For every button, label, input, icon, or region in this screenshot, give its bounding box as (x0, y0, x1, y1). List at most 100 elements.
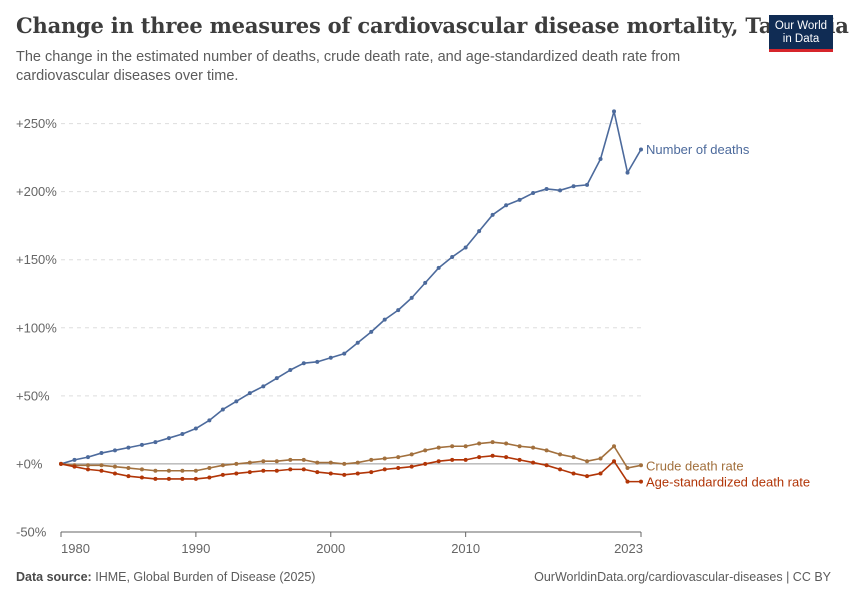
series-deaths (59, 109, 643, 466)
data-point (126, 445, 131, 450)
data-point (598, 471, 603, 476)
data-point (126, 466, 131, 471)
y-tick-label: +0% (16, 456, 43, 471)
data-point (261, 459, 266, 464)
owid-logo[interactable]: Our World in Data (769, 15, 833, 52)
data-point (301, 361, 306, 366)
data-point (342, 461, 347, 466)
data-point (382, 317, 387, 322)
data-point (558, 452, 563, 457)
x-tick-label: 2023 (614, 541, 643, 556)
data-point (99, 463, 104, 468)
data-point (436, 265, 441, 270)
data-point (531, 191, 536, 196)
data-point (288, 467, 293, 472)
data-point (517, 197, 522, 202)
data-point (598, 157, 603, 162)
data-point (450, 457, 455, 462)
data-point (247, 470, 252, 475)
data-point (490, 440, 495, 445)
data-point (463, 457, 468, 462)
data-point (301, 467, 306, 472)
data-point (517, 444, 522, 449)
series-label-age_std: Age-standardized death rate (646, 475, 810, 490)
data-point (288, 457, 293, 462)
data-source-label: Data source: (16, 570, 92, 584)
data-point (193, 476, 198, 481)
data-point (450, 444, 455, 449)
series-line-crude (60, 441, 642, 472)
series-label-crude: Crude death rate (646, 458, 744, 473)
data-point (153, 440, 158, 445)
data-point (423, 461, 428, 466)
data-point (261, 384, 266, 389)
data-point (517, 457, 522, 462)
data-point (166, 476, 171, 481)
data-point (72, 464, 77, 469)
data-point (544, 463, 549, 468)
data-point (396, 466, 401, 471)
data-point (342, 351, 347, 356)
data-point (369, 329, 374, 334)
data-point (450, 255, 455, 260)
data-point (220, 472, 225, 477)
data-point (139, 475, 144, 480)
data-point (139, 442, 144, 447)
data-point (423, 448, 428, 453)
data-point (409, 464, 414, 469)
data-point (180, 468, 185, 473)
x-tick-label: 2000 (316, 541, 345, 556)
y-tick-label: +50% (16, 388, 50, 403)
x-tick-label: 1980 (61, 541, 90, 556)
data-point (490, 212, 495, 217)
data-point (612, 109, 617, 114)
data-point (234, 471, 239, 476)
data-point (328, 471, 333, 476)
data-point (490, 453, 495, 458)
data-point (274, 459, 279, 464)
series-crude (59, 440, 643, 473)
data-point (207, 466, 212, 471)
y-tick-label: +150% (16, 252, 57, 267)
data-point (355, 471, 360, 476)
data-point (180, 431, 185, 436)
data-point (153, 468, 158, 473)
data-point (504, 203, 509, 208)
data-point (504, 455, 509, 460)
data-point (112, 448, 117, 453)
data-point (369, 457, 374, 462)
y-tick-label: -50% (16, 525, 47, 540)
data-point (396, 308, 401, 313)
data-point (382, 456, 387, 461)
data-point (301, 457, 306, 462)
axes: -50% +0% +50% +100% +150% +200% +250% 1980 1990 2… (16, 116, 643, 556)
data-point (220, 407, 225, 412)
data-point (274, 468, 279, 473)
y-tick-label: +250% (16, 116, 57, 131)
series-age_std (59, 453, 643, 484)
data-point (193, 426, 198, 431)
data-point (558, 188, 563, 193)
source-url-license[interactable]: OurWorldinData.org/cardiovascular-diseas… (534, 570, 831, 584)
data-point (220, 463, 225, 468)
data-point (463, 444, 468, 449)
data-point (166, 436, 171, 441)
data-point (234, 461, 239, 466)
data-point (85, 463, 90, 468)
data-point (436, 445, 441, 450)
chart-title: Change in three measures of cardiovascul… (16, 13, 849, 38)
data-point (612, 444, 617, 449)
data-point (544, 186, 549, 191)
data-point (59, 461, 63, 466)
data-point (477, 229, 482, 234)
data-point (99, 468, 104, 473)
data-point (409, 295, 414, 300)
data-point (247, 391, 252, 396)
data-point (639, 463, 643, 468)
data-point (85, 467, 90, 472)
data-point (477, 441, 482, 446)
data-point (72, 457, 77, 462)
logo-line-2: in Data (782, 33, 820, 45)
data-point (612, 459, 617, 464)
data-point (315, 460, 320, 465)
